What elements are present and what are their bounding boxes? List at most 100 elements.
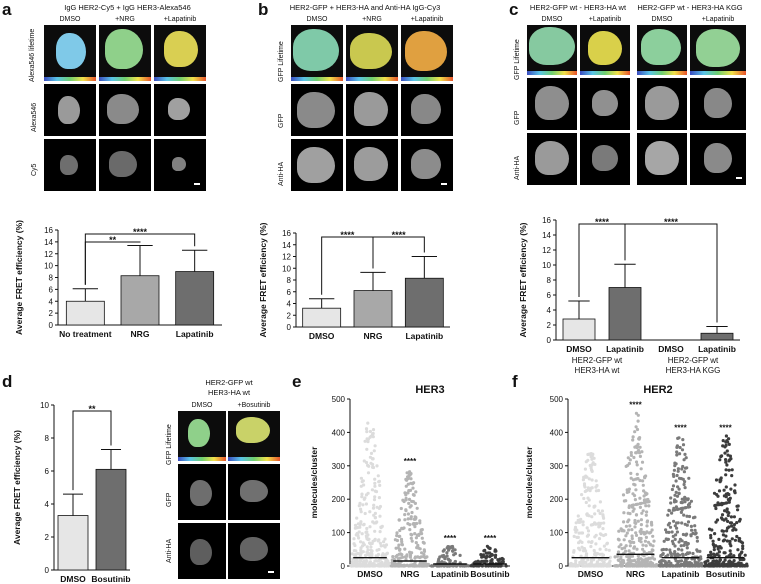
data-point-f: [677, 487, 681, 491]
data-point-f: [586, 486, 590, 490]
data-point-f: [724, 485, 728, 489]
data-point-e: [450, 544, 455, 549]
data-point-e: [356, 522, 360, 526]
data-point-e: [373, 444, 377, 448]
data-point-f: [728, 549, 732, 553]
data-point-f: [598, 500, 603, 504]
data-point-e: [390, 558, 394, 562]
data-point-f: [598, 511, 602, 515]
panel-d-col-1: DMSO: [191, 402, 213, 409]
data-point-f: [721, 439, 725, 443]
data-point-e: [358, 525, 362, 529]
data-point-f: [574, 521, 578, 525]
data-point-e: [374, 559, 378, 563]
data-point-f: [645, 510, 649, 514]
data-point-f: [671, 484, 676, 488]
panel-c-group-left-line1: HER2-GFP wt: [571, 356, 623, 365]
data-point-e: [352, 537, 356, 541]
data-point-f: [607, 548, 611, 552]
data-point-f: [624, 524, 629, 528]
data-point-f: [635, 472, 639, 476]
data-point-e: [411, 500, 415, 504]
data-point-f: [675, 530, 680, 534]
data-point-e: [446, 545, 450, 549]
data-point-f: [640, 564, 645, 568]
y-tick-label-a: 0: [49, 321, 54, 330]
data-point-f: [593, 552, 597, 557]
y-tick-label-d: 10: [40, 401, 49, 410]
data-point-f: [721, 563, 725, 567]
x-tick-label-e: Lapatinib: [431, 569, 469, 579]
data-point-f: [582, 560, 586, 564]
bar-d-0: [57, 515, 89, 571]
data-point-f: [641, 479, 645, 483]
data-point-f: [680, 501, 684, 505]
data-point-f: [594, 542, 598, 546]
micrograph-c-antiha-kgg-dmso: [637, 133, 687, 185]
data-point-f: [664, 547, 669, 552]
data-point-f: [635, 502, 640, 506]
data-point-f: [601, 553, 606, 557]
data-point-f: [602, 521, 606, 525]
data-point-f: [647, 551, 651, 555]
data-point-f: [642, 550, 646, 554]
data-point-e: [451, 549, 455, 553]
data-point-f: [593, 512, 597, 516]
panel-c-col-2: +Lapatinib: [588, 16, 622, 23]
bar-c-1: [608, 287, 642, 341]
data-point-f: [682, 458, 686, 462]
panel-d-title-line2: HER3-HA wt: [207, 388, 251, 397]
data-point-f: [684, 456, 688, 460]
data-point-f: [676, 485, 680, 489]
data-point-f: [619, 560, 623, 564]
data-point-e: [368, 542, 373, 546]
data-point-e: [414, 490, 418, 494]
data-point-e: [422, 564, 426, 568]
data-point-f: [724, 468, 728, 472]
data-point-f: [685, 514, 689, 518]
data-point-f: [678, 537, 683, 541]
data-point-e: [373, 538, 377, 543]
chart-title-e: HER3: [415, 384, 444, 396]
data-point-f: [633, 525, 637, 529]
data-point-e: [413, 560, 417, 565]
data-point-e: [488, 546, 492, 551]
data-point-e: [373, 477, 377, 481]
data-point-f: [651, 544, 655, 548]
data-point-f: [604, 548, 608, 552]
data-point-f: [633, 445, 637, 449]
data-point-f: [634, 460, 639, 464]
y-tick-label-a: 6: [49, 285, 54, 294]
data-point-f: [691, 516, 696, 520]
data-point-f: [713, 504, 717, 508]
data-point-e: [400, 526, 404, 530]
data-point-e: [364, 502, 368, 506]
data-point-f: [588, 452, 592, 456]
data-point-f: [732, 515, 737, 519]
data-point-f: [711, 564, 715, 568]
micrograph-b-antiha-nrg: [346, 139, 398, 191]
data-point-f: [616, 550, 621, 554]
data-point-f: [643, 539, 648, 543]
data-point-e: [353, 526, 357, 530]
data-point-f: [721, 533, 726, 537]
data-point-e: [372, 449, 376, 453]
data-point-f: [741, 546, 745, 551]
data-point-e: [500, 560, 504, 564]
data-point-f: [639, 518, 644, 522]
data-point-e: [359, 510, 363, 514]
data-point-e: [411, 486, 415, 490]
data-point-f: [576, 514, 580, 518]
micrograph-c-gfp-wt-dmso: [527, 78, 577, 130]
data-point-f: [645, 524, 649, 528]
micrograph-c-lifetime-wt-dmso: [527, 25, 577, 75]
data-point-f: [677, 492, 681, 496]
y-tick-label-d: 2: [45, 533, 50, 542]
data-point-f: [593, 462, 597, 466]
data-point-f: [575, 535, 579, 540]
data-point-e: [480, 555, 484, 559]
x-tick-label-a: Lapatinib: [176, 329, 214, 339]
data-point-f: [727, 459, 731, 463]
data-point-f: [624, 534, 628, 538]
